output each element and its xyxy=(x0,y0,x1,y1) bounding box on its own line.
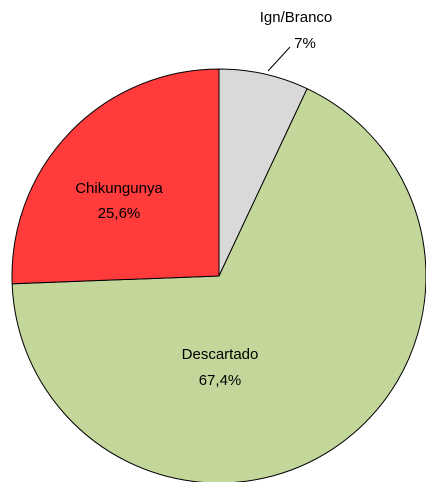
slice-label: Descartado xyxy=(182,346,259,363)
pie-slice xyxy=(11,68,220,285)
pie-slice xyxy=(11,88,426,482)
value-label: 7% xyxy=(294,35,316,52)
value-label: 67,4% xyxy=(199,372,242,389)
value-label: 25,6% xyxy=(98,205,141,222)
slice-label: Ign/Branco xyxy=(260,9,333,26)
leader-line xyxy=(267,46,291,72)
slice-label: Chikungunya xyxy=(75,180,163,197)
